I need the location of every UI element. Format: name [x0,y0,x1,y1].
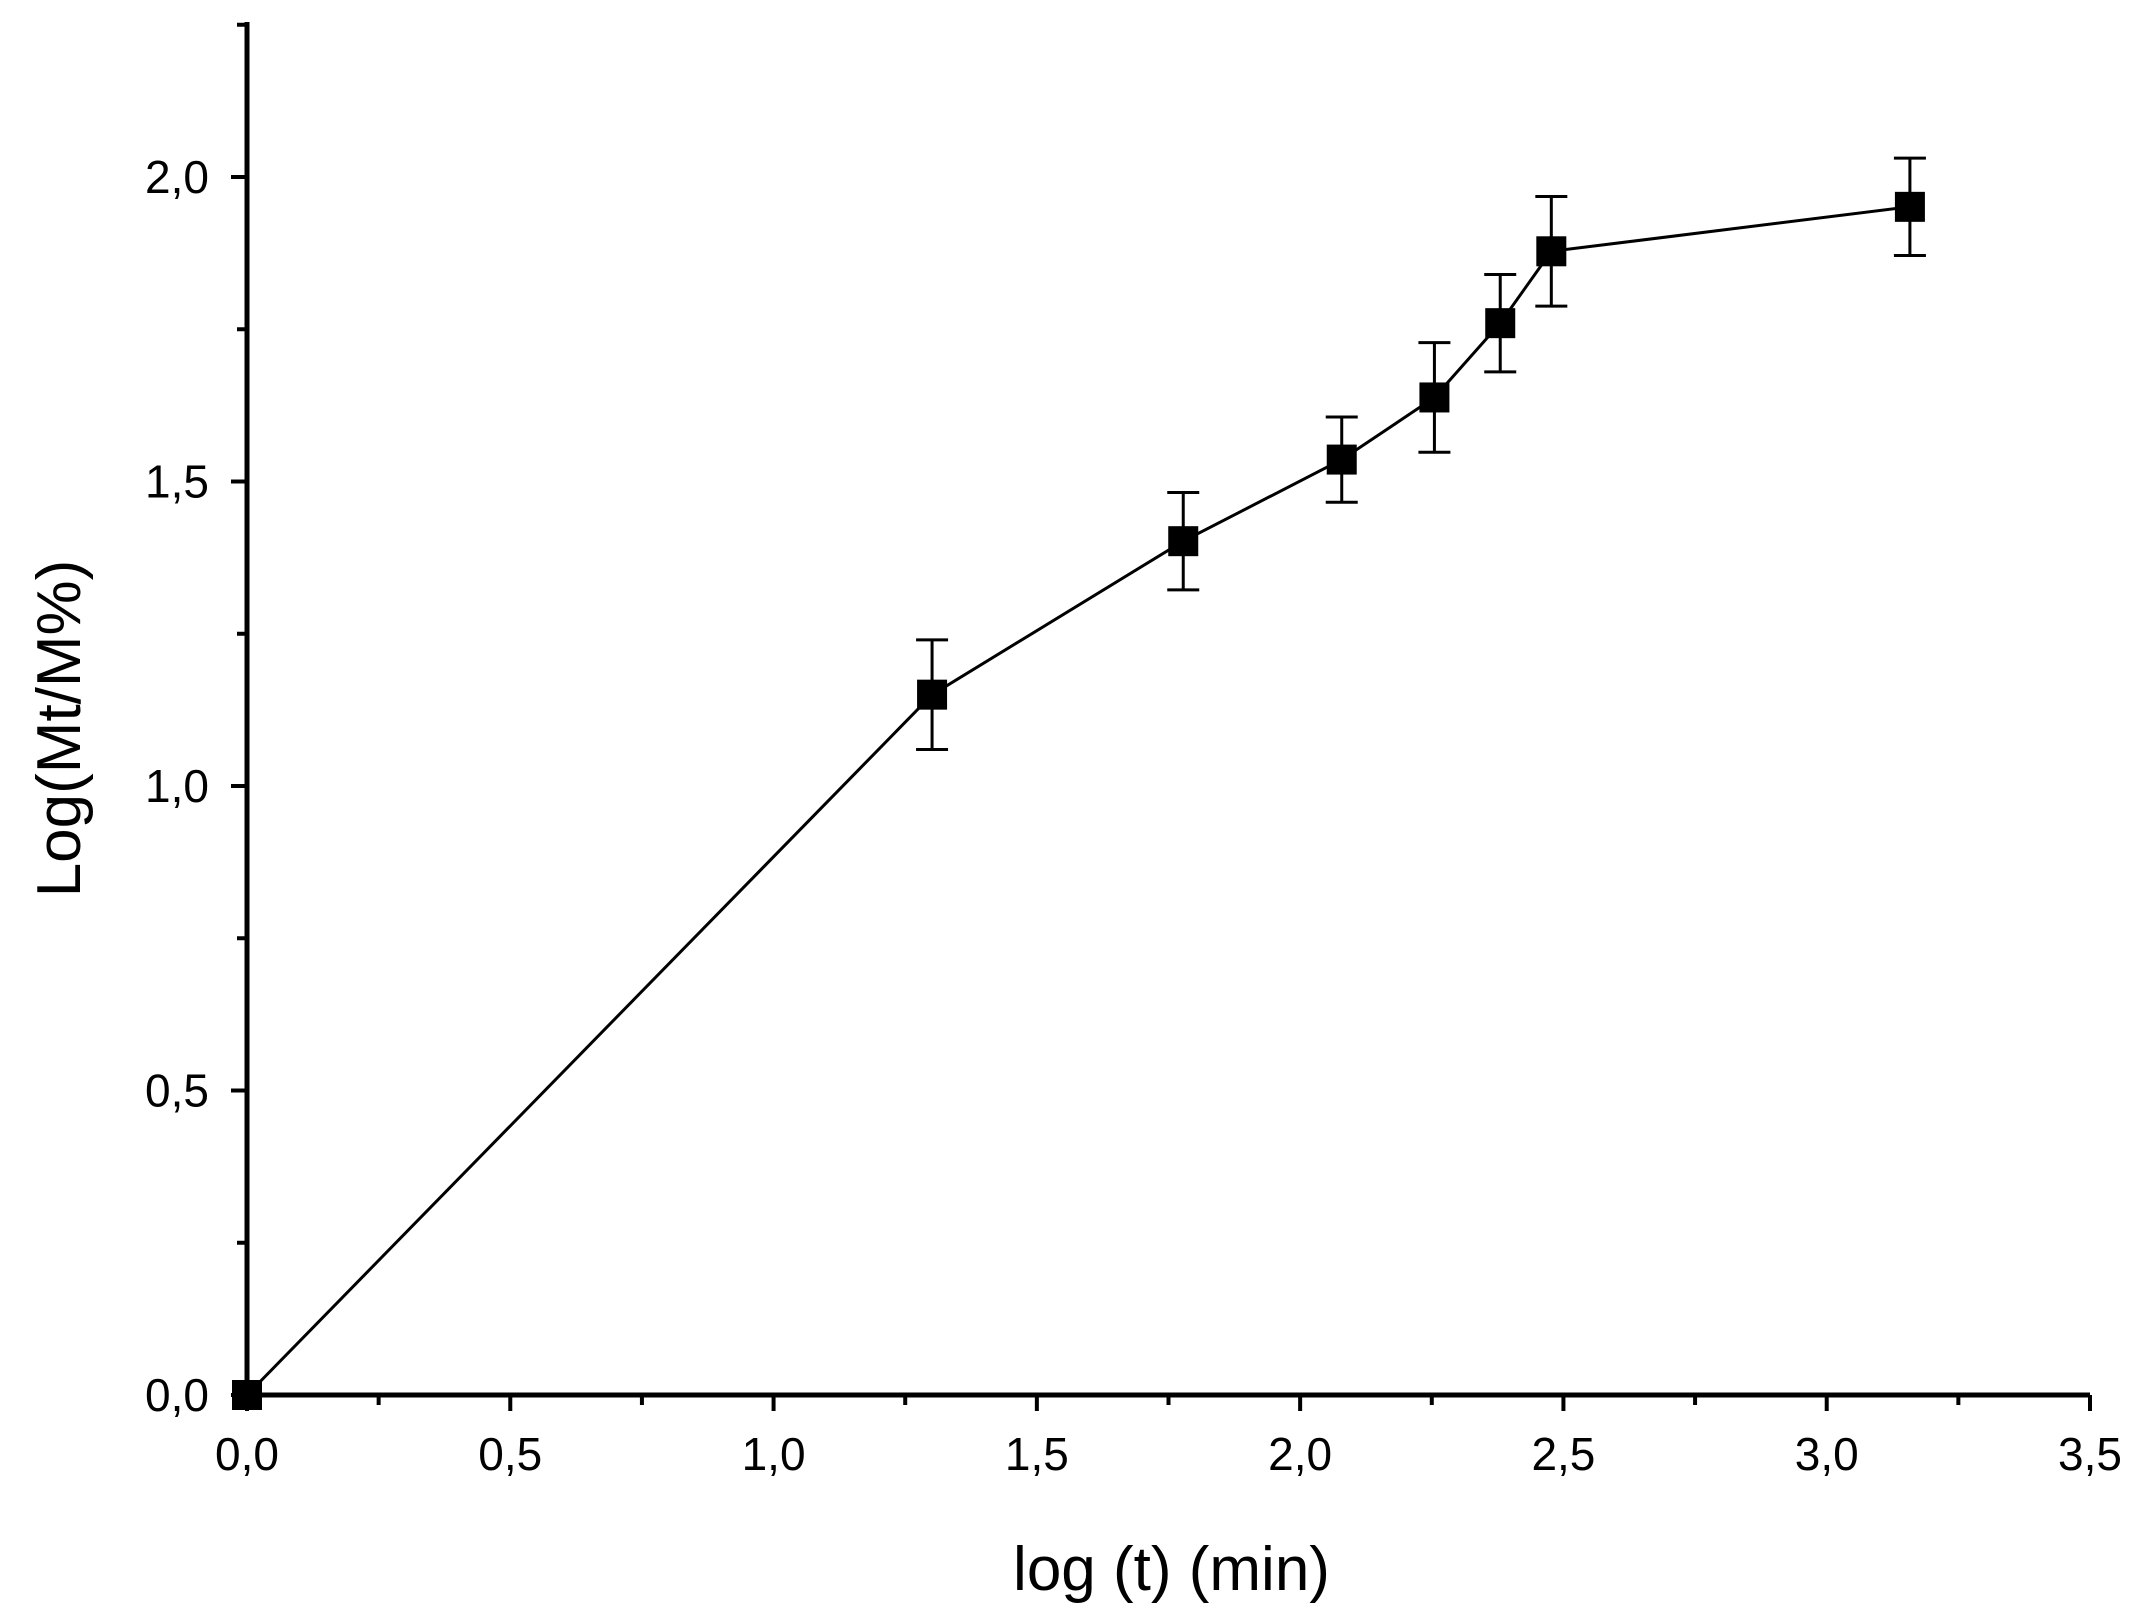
data-point [1485,308,1516,339]
y-tick-label: 2,0 [145,151,209,203]
data-point [1326,444,1357,475]
x-tick-label: 2,0 [1268,1428,1332,1480]
data-point [1168,526,1199,557]
y-axis-ticks: 0,0 0,5 1,0 1,5 2,0 [145,22,247,1421]
x-tick-label: 3,5 [2058,1428,2122,1480]
y-axis-title: Log(Mt/M%) [25,560,94,898]
data-point [1419,382,1450,413]
data-point [1894,191,1925,222]
x-axis-ticks: 0,0 0,5 1,0 1,5 2,0 2,5 3,0 3,5 [215,1395,2122,1480]
series-layer [232,156,1926,1410]
x-tick-label: 1,0 [742,1428,806,1480]
x-axis-title: log (t) (min) [1013,1535,1330,1603]
x-tick-label: 3,0 [1795,1428,1859,1480]
y-tick-label: 1,0 [145,760,209,812]
x-tick-label: 0,5 [478,1428,542,1480]
data-point [917,679,948,710]
series-line [245,205,1911,1397]
axes [244,22,2090,1398]
data-point [232,1380,262,1410]
x-tick-label: 1,5 [1005,1428,1069,1480]
x-tick-label: 2,5 [1531,1428,1595,1480]
y-tick-label: 1,5 [145,456,209,508]
y-tick-label: 0,5 [145,1065,209,1117]
x-tick-label: 0,0 [215,1428,279,1480]
data-point [1536,236,1567,267]
y-tick-label: 0,0 [145,1369,209,1421]
